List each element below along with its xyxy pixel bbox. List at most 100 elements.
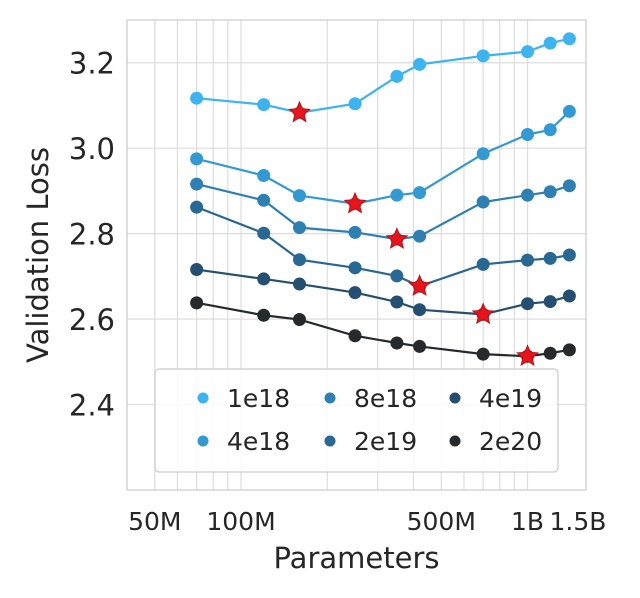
data-point xyxy=(292,277,306,291)
legend-item-2e19: 2e19 xyxy=(324,427,417,456)
series-4e18 xyxy=(190,104,576,211)
data-point xyxy=(257,193,271,207)
legend: 1e18 4e18 8e18 2e19 4e19 2e20 xyxy=(154,368,559,473)
data-point xyxy=(292,313,306,327)
data-point xyxy=(521,45,535,59)
series-group xyxy=(190,32,576,363)
x-tick-labels: 50M 100M 500M 1B 1.5B xyxy=(128,507,606,536)
data-point xyxy=(190,200,204,214)
data-point xyxy=(390,336,404,350)
data-point xyxy=(348,97,362,111)
series-line xyxy=(196,183,570,241)
data-point xyxy=(190,91,204,105)
plot-area-frame xyxy=(126,19,587,491)
data-point xyxy=(390,188,404,202)
x-axis-title: Parameters xyxy=(274,541,440,575)
series-8e18 xyxy=(190,177,576,246)
legend-label: 4e18 xyxy=(227,427,290,456)
data-point xyxy=(476,257,490,271)
optimum-star xyxy=(385,227,409,249)
data-point xyxy=(348,225,362,239)
data-point xyxy=(413,57,427,71)
data-point xyxy=(348,286,362,300)
data-point xyxy=(413,303,427,317)
data-point xyxy=(476,147,490,161)
data-point xyxy=(257,169,271,183)
data-point xyxy=(562,104,576,118)
legend-label: 4e19 xyxy=(479,384,542,413)
data-point xyxy=(257,272,271,286)
optimum-star xyxy=(408,274,432,296)
data-point xyxy=(190,152,204,166)
x-tick-label: 1.5B xyxy=(550,507,607,536)
series-line xyxy=(196,301,570,358)
data-point xyxy=(476,195,490,209)
x-tick-label: 500M xyxy=(407,507,476,536)
legend-label: 1e18 xyxy=(227,384,290,413)
legend-label: 2e19 xyxy=(354,427,417,456)
data-point xyxy=(543,36,557,50)
data-point xyxy=(390,269,404,283)
y-axis-title: Validation Loss xyxy=(21,147,55,363)
legend-label: 8e18 xyxy=(354,384,417,413)
y-tick-label: 3.2 xyxy=(69,47,115,81)
data-point xyxy=(521,128,535,142)
legend-marker xyxy=(324,435,336,447)
data-point xyxy=(543,185,557,199)
series-line xyxy=(196,110,571,205)
legend-item-4e19: 4e19 xyxy=(449,384,542,413)
legend-item-1e18: 1e18 xyxy=(197,384,290,413)
data-point xyxy=(476,49,490,63)
data-point xyxy=(543,295,557,309)
y-tick-label: 2.8 xyxy=(69,218,115,252)
data-point xyxy=(348,329,362,343)
data-point xyxy=(413,339,427,353)
legend-marker xyxy=(197,435,209,447)
data-point xyxy=(521,253,535,267)
data-point xyxy=(413,186,427,200)
data-point xyxy=(562,32,576,46)
data-point xyxy=(257,308,271,322)
data-point xyxy=(543,346,557,360)
series-2e19 xyxy=(190,200,576,293)
x-tick-label: 100M xyxy=(206,507,275,536)
optimum-star xyxy=(288,100,311,123)
series-line xyxy=(196,206,570,288)
data-point xyxy=(257,98,271,112)
data-point xyxy=(521,297,535,311)
legend-item-4e18: 4e18 xyxy=(197,427,290,456)
y-tick-label: 2.6 xyxy=(69,303,115,337)
data-point xyxy=(562,343,576,357)
optimum-star xyxy=(343,191,367,214)
series-line xyxy=(196,268,570,316)
data-point xyxy=(292,253,306,267)
data-point xyxy=(543,251,557,265)
optimum-markers xyxy=(288,100,539,367)
data-point xyxy=(348,261,362,275)
data-point xyxy=(390,295,404,309)
data-point xyxy=(292,189,306,203)
y-tick-label: 2.4 xyxy=(69,389,115,423)
legend-marker xyxy=(449,435,461,447)
data-point xyxy=(562,248,576,262)
optimum-star xyxy=(516,344,539,367)
series-line xyxy=(196,37,570,114)
data-point xyxy=(543,123,557,137)
legend-item-2e20: 2e20 xyxy=(449,427,542,456)
x-tick-label: 50M xyxy=(128,507,181,536)
data-point xyxy=(257,226,271,240)
data-point xyxy=(190,263,204,277)
y-tick-labels: 2.4 2.6 2.8 3.0 3.2 xyxy=(69,47,115,423)
data-point xyxy=(521,188,535,202)
data-point xyxy=(190,296,204,310)
legend-marker xyxy=(449,392,461,404)
y-tick-label: 3.0 xyxy=(69,132,115,166)
data-point xyxy=(562,289,576,303)
series-1e18 xyxy=(190,32,576,120)
data-point xyxy=(476,347,490,361)
data-point xyxy=(413,229,427,243)
data-point xyxy=(562,179,576,193)
legend-label: 2e20 xyxy=(479,427,542,456)
legend-marker xyxy=(324,392,336,404)
data-point xyxy=(292,221,306,235)
